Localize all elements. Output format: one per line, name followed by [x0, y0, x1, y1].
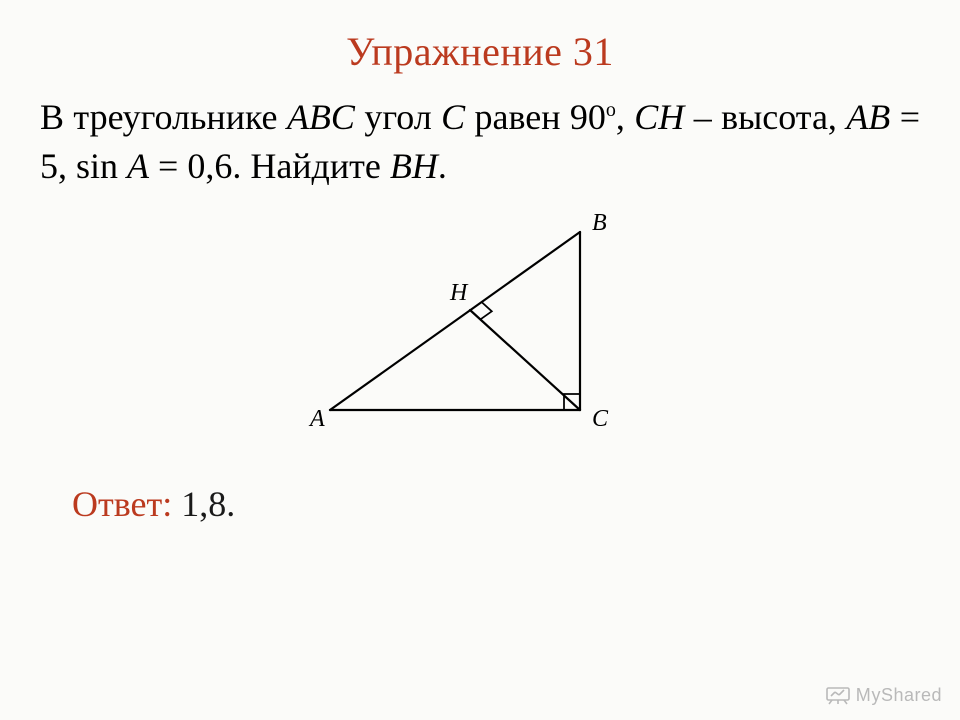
t: ,	[616, 97, 634, 137]
t: В треугольнике	[40, 97, 287, 137]
watermark: МуShared	[826, 685, 942, 706]
t: = 0,6. Найдите	[149, 146, 390, 186]
var-bh: BH	[390, 146, 438, 186]
t: .	[438, 146, 447, 186]
triangle-svg: A C B H	[300, 200, 660, 450]
slide-title: Упражнение 31	[0, 0, 960, 75]
presentation-icon	[826, 687, 850, 705]
t: равен 90	[465, 97, 606, 137]
t: – высота,	[684, 97, 846, 137]
var-c: C	[441, 97, 465, 137]
var-a: A	[127, 146, 149, 186]
answer-line: Ответ: 1,8.	[0, 483, 960, 525]
svg-text:A: A	[308, 406, 325, 432]
answer-value: 1,8.	[181, 484, 235, 524]
var-ch: CH	[634, 97, 684, 137]
triangle-figure: A C B H	[0, 200, 960, 455]
svg-text:H: H	[449, 280, 469, 306]
problem-text: В треугольнике ABC угол C равен 90о, CH …	[0, 75, 960, 190]
watermark-text: МуShared	[856, 685, 942, 706]
degree-sup: о	[606, 99, 616, 121]
svg-text:C: C	[592, 406, 609, 432]
svg-text:B: B	[592, 210, 607, 236]
answer-label: Ответ:	[72, 484, 181, 524]
t: угол	[355, 97, 441, 137]
var-ab: AB	[846, 97, 890, 137]
var-abc: ABC	[287, 97, 355, 137]
